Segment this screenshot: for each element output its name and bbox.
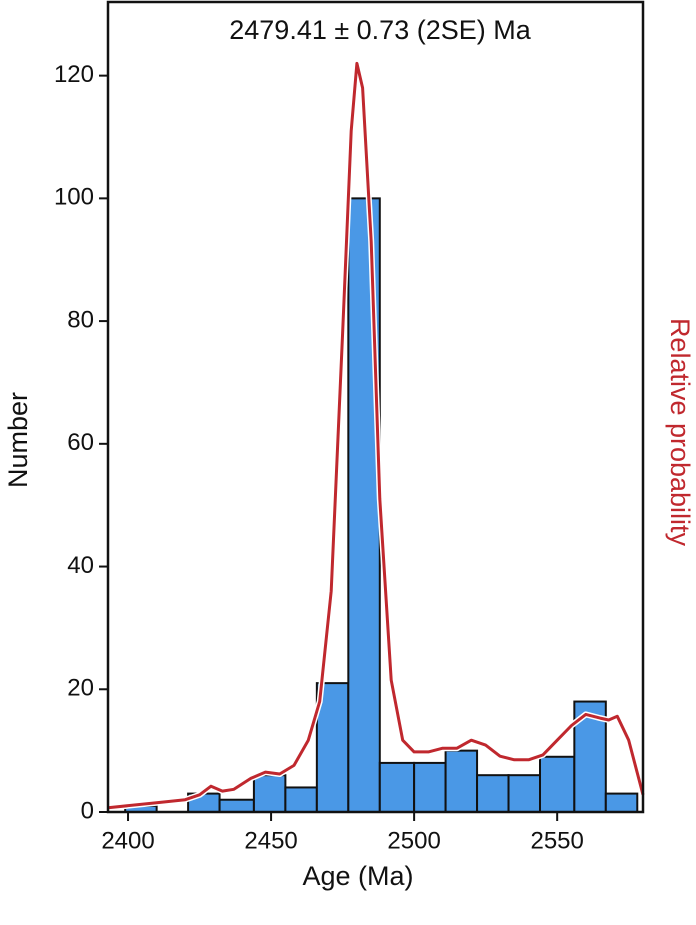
- histogram-bar: [218, 798, 255, 814]
- histogram-bar: [604, 792, 639, 813]
- x-axis-label: Age (Ma): [302, 861, 413, 891]
- y-tick-label: 0: [81, 797, 94, 824]
- histogram-bar: [284, 786, 318, 813]
- histogram-bar: [476, 774, 510, 814]
- histogram-bar: [507, 774, 542, 814]
- x-tick-label: 2500: [387, 827, 440, 854]
- y-tick-label: 100: [54, 184, 94, 211]
- probability-curve: [107, 61, 645, 810]
- y-tick-label: 60: [67, 429, 94, 456]
- histogram-bar: [413, 761, 447, 814]
- chart-title: 2479.41 ± 0.73 (2SE) Ma: [229, 15, 531, 45]
- y-tick-label: 80: [67, 306, 94, 333]
- y2-axis-label: Relative probability: [665, 318, 695, 547]
- x-tick-label: 2400: [101, 827, 154, 854]
- plot-frame: [106, 0, 645, 814]
- histogram-bar: [539, 755, 576, 813]
- y-tick-label: 120: [54, 61, 94, 88]
- histogram-bar: [378, 761, 416, 814]
- x-tick-label: 2550: [530, 827, 583, 854]
- x-tick-label: 2450: [244, 827, 297, 854]
- histogram-bar: [252, 774, 287, 814]
- histogram-bar: [315, 682, 350, 813]
- y-tick-label: 40: [67, 552, 94, 579]
- histogram-bar: [444, 749, 479, 813]
- y-axis-label: Number: [3, 392, 33, 488]
- y-tick-label: 20: [67, 675, 94, 702]
